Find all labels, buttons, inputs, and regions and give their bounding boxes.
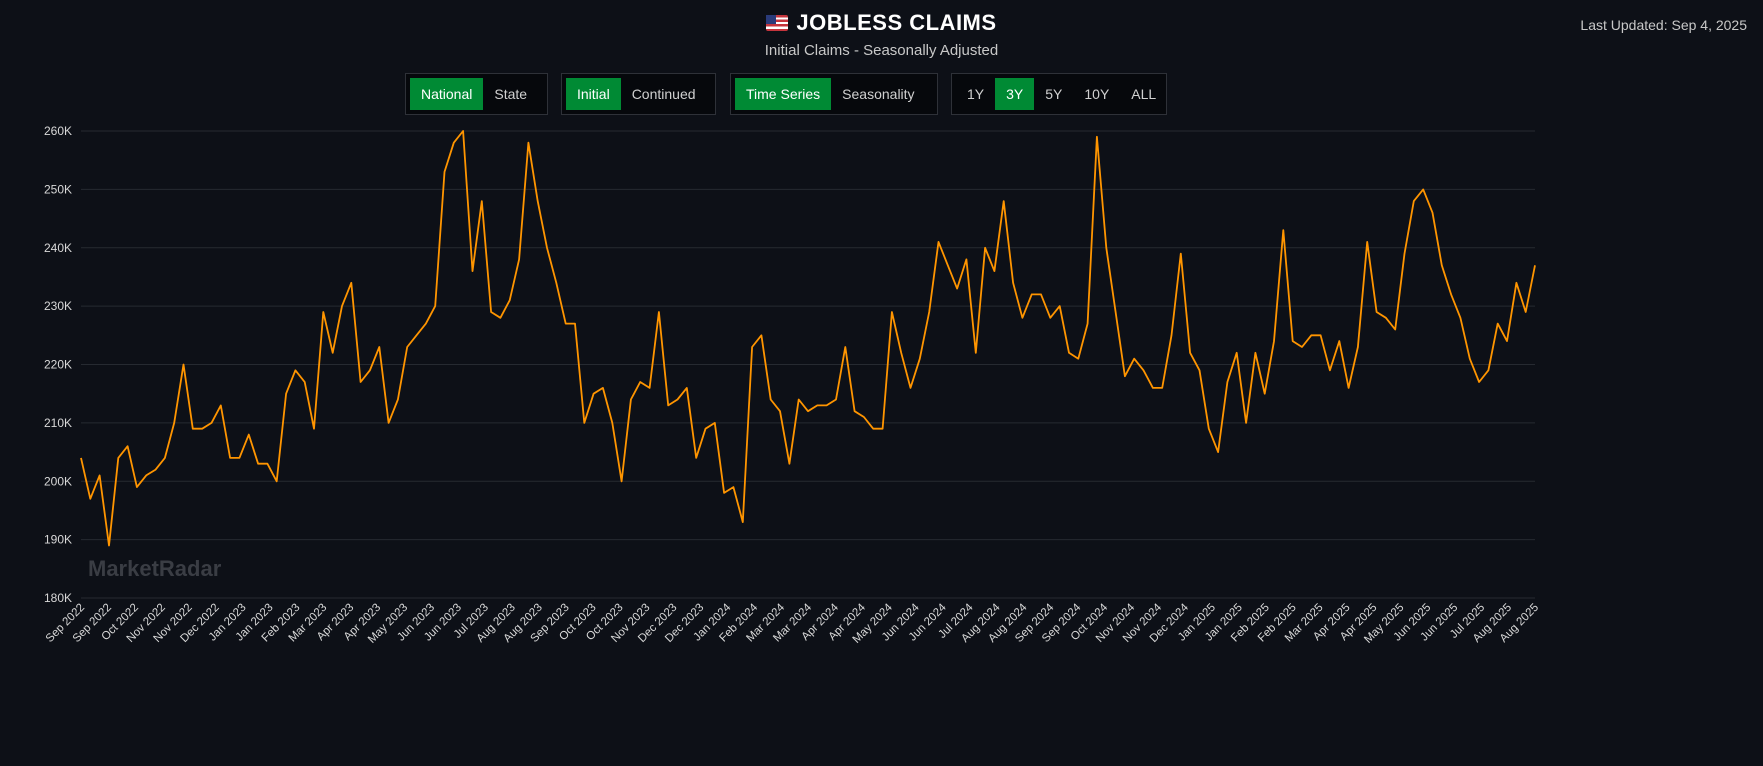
claims-series-line [80, 130, 1536, 547]
y-tick-label: 250K [44, 182, 72, 196]
seasonality-button[interactable]: Seasonality [842, 86, 915, 102]
range-3y-button[interactable]: 3Y [995, 78, 1035, 110]
last-updated: Last Updated: Sep 4, 2025 [1580, 17, 1747, 33]
time-series-button[interactable]: Time Series [735, 78, 832, 110]
y-tick-label: 180K [44, 591, 72, 605]
page-subtitle: Initial Claims - Seasonally Adjusted [764, 42, 999, 59]
y-tick-label: 190K [44, 533, 72, 547]
region-toggle: National State [405, 73, 548, 115]
us-flag-icon [766, 15, 789, 31]
initial-button[interactable]: Initial [566, 78, 621, 110]
title-text: JOBLESS CLAIMS [796, 10, 997, 35]
y-tick-label: 220K [44, 358, 72, 372]
range-10y-button[interactable]: 10Y [1084, 86, 1110, 102]
national-button[interactable]: National [410, 78, 484, 110]
y-tick-label: 260K [44, 124, 72, 138]
y-tick-label: 210K [44, 416, 72, 430]
range-toggle: 1Y 3Y 5Y 10Y ALL [951, 73, 1167, 115]
y-tick-label: 240K [44, 241, 72, 255]
view-toggle: Time Series Seasonality [730, 73, 938, 115]
y-tick-label: 230K [44, 299, 72, 313]
claim-type-toggle: Initial Continued [561, 73, 716, 115]
continued-button[interactable]: Continued [631, 86, 696, 102]
y-tick-label: 200K [44, 474, 72, 488]
watermark-logo: MarketRadar [88, 556, 222, 581]
page-title: JOBLESS CLAIMS [0, 10, 1763, 36]
range-1y-button[interactable]: 1Y [967, 86, 985, 102]
state-button[interactable]: State [494, 86, 528, 102]
range-all-button[interactable]: ALL [1131, 86, 1157, 102]
range-5y-button[interactable]: 5Y [1045, 86, 1063, 102]
